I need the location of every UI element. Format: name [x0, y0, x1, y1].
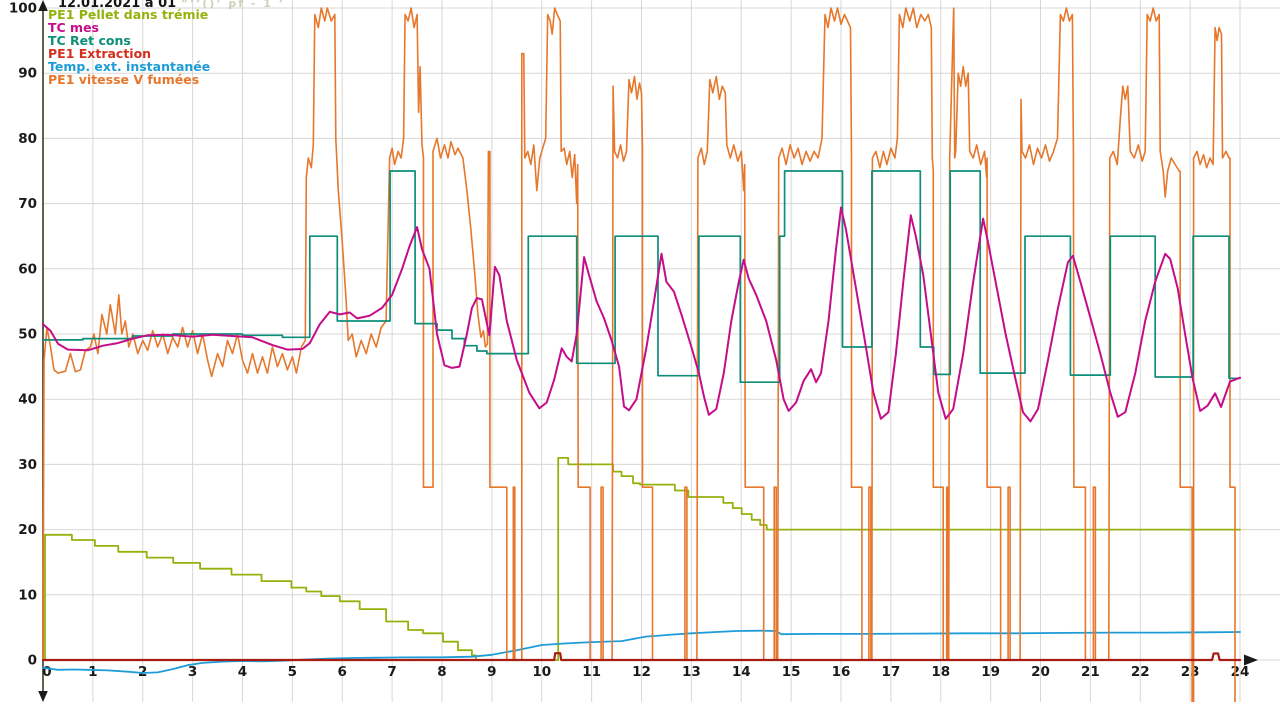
y-tick-label: 60: [18, 261, 37, 277]
x-tick-label: 6: [338, 664, 347, 680]
x-tick-label: 18: [931, 664, 950, 680]
y-tick-label: 70: [18, 196, 37, 212]
x-tick-label: 11: [582, 664, 601, 680]
x-tick-label: 24: [1231, 664, 1250, 680]
x-tick-label: 21: [1081, 664, 1100, 680]
x-tick-label: 1: [88, 664, 97, 680]
y-tick-label: 30: [18, 457, 37, 473]
x-tick-label: 10: [532, 664, 551, 680]
legend-item-4: PE1 Extraction: [48, 45, 152, 61]
y-tick-label: 80: [18, 131, 37, 147]
x-tick-label: 15: [782, 664, 801, 680]
y-axis-arrow-down: [38, 691, 48, 702]
y-tick-label: 100: [9, 1, 37, 17]
y-tick-label: 50: [18, 327, 37, 343]
y-axis-arrow-up: [38, 0, 48, 11]
x-tick-label: 17: [881, 664, 900, 680]
legend-item-1: PE1 Pellet dans trémie: [48, 7, 209, 22]
y-tick-label: 0: [28, 653, 37, 669]
series-tc-ret-cons: [42, 170, 1241, 384]
series-temp-ext-instantan-e: [42, 629, 1241, 674]
chart-legend: PE1 Pellet dans trémie TC mes TC Ret cons P…: [48, 7, 211, 87]
legend-item-2: TC mes: [48, 19, 99, 35]
x-tick-label: 0: [42, 664, 51, 680]
y-tick-label: 40: [18, 392, 37, 408]
x-tick-label: 14: [732, 664, 751, 680]
legend-item-5: Temp. ext. instantanée: [48, 58, 211, 74]
y-tick-label: 20: [18, 522, 37, 538]
x-tick-label: 13: [682, 664, 701, 680]
y-tick-label: 10: [18, 587, 37, 603]
x-tick-label: 22: [1131, 664, 1150, 680]
x-tick-label: 7: [387, 664, 396, 680]
x-tick-label: 23: [1181, 664, 1200, 680]
x-tick-label: 2: [138, 664, 147, 680]
x-axis-arrow-right: [1244, 654, 1258, 666]
legend-item-6: PE1 vitesse V fumées: [48, 71, 200, 87]
series-pe1-pellet-dans-tr-mie: [42, 457, 1241, 661]
legend-item-3: TC Ret cons: [48, 32, 131, 48]
series-pe1-extraction: [41, 652, 1242, 662]
series-pe1-vitesse-v-fum-es: [42, 7, 1236, 702]
x-tick-label: 12: [632, 664, 651, 680]
x-tick-label: 16: [832, 664, 851, 680]
title-text: 12.01.2021 à 01: [58, 0, 177, 11]
x-tick-label: 20: [1031, 664, 1050, 680]
title-artifact: ”’ʼ()ʼ pf - 1 ʼ: [180, 0, 285, 10]
series-tc-mes: [42, 206, 1241, 423]
x-tick-label: 19: [981, 664, 1000, 680]
chart-title: 12.01.2021 à 01 ”’ʼ()ʼ pf - 1 ʼ: [58, 0, 285, 11]
y-tick-label: 90: [18, 66, 37, 82]
x-tick-label: 8: [437, 664, 446, 680]
x-tick-label: 4: [238, 664, 247, 680]
x-tick-label: 9: [487, 664, 496, 680]
x-tick-label: 5: [288, 664, 297, 680]
x-tick-label: 3: [188, 664, 197, 680]
